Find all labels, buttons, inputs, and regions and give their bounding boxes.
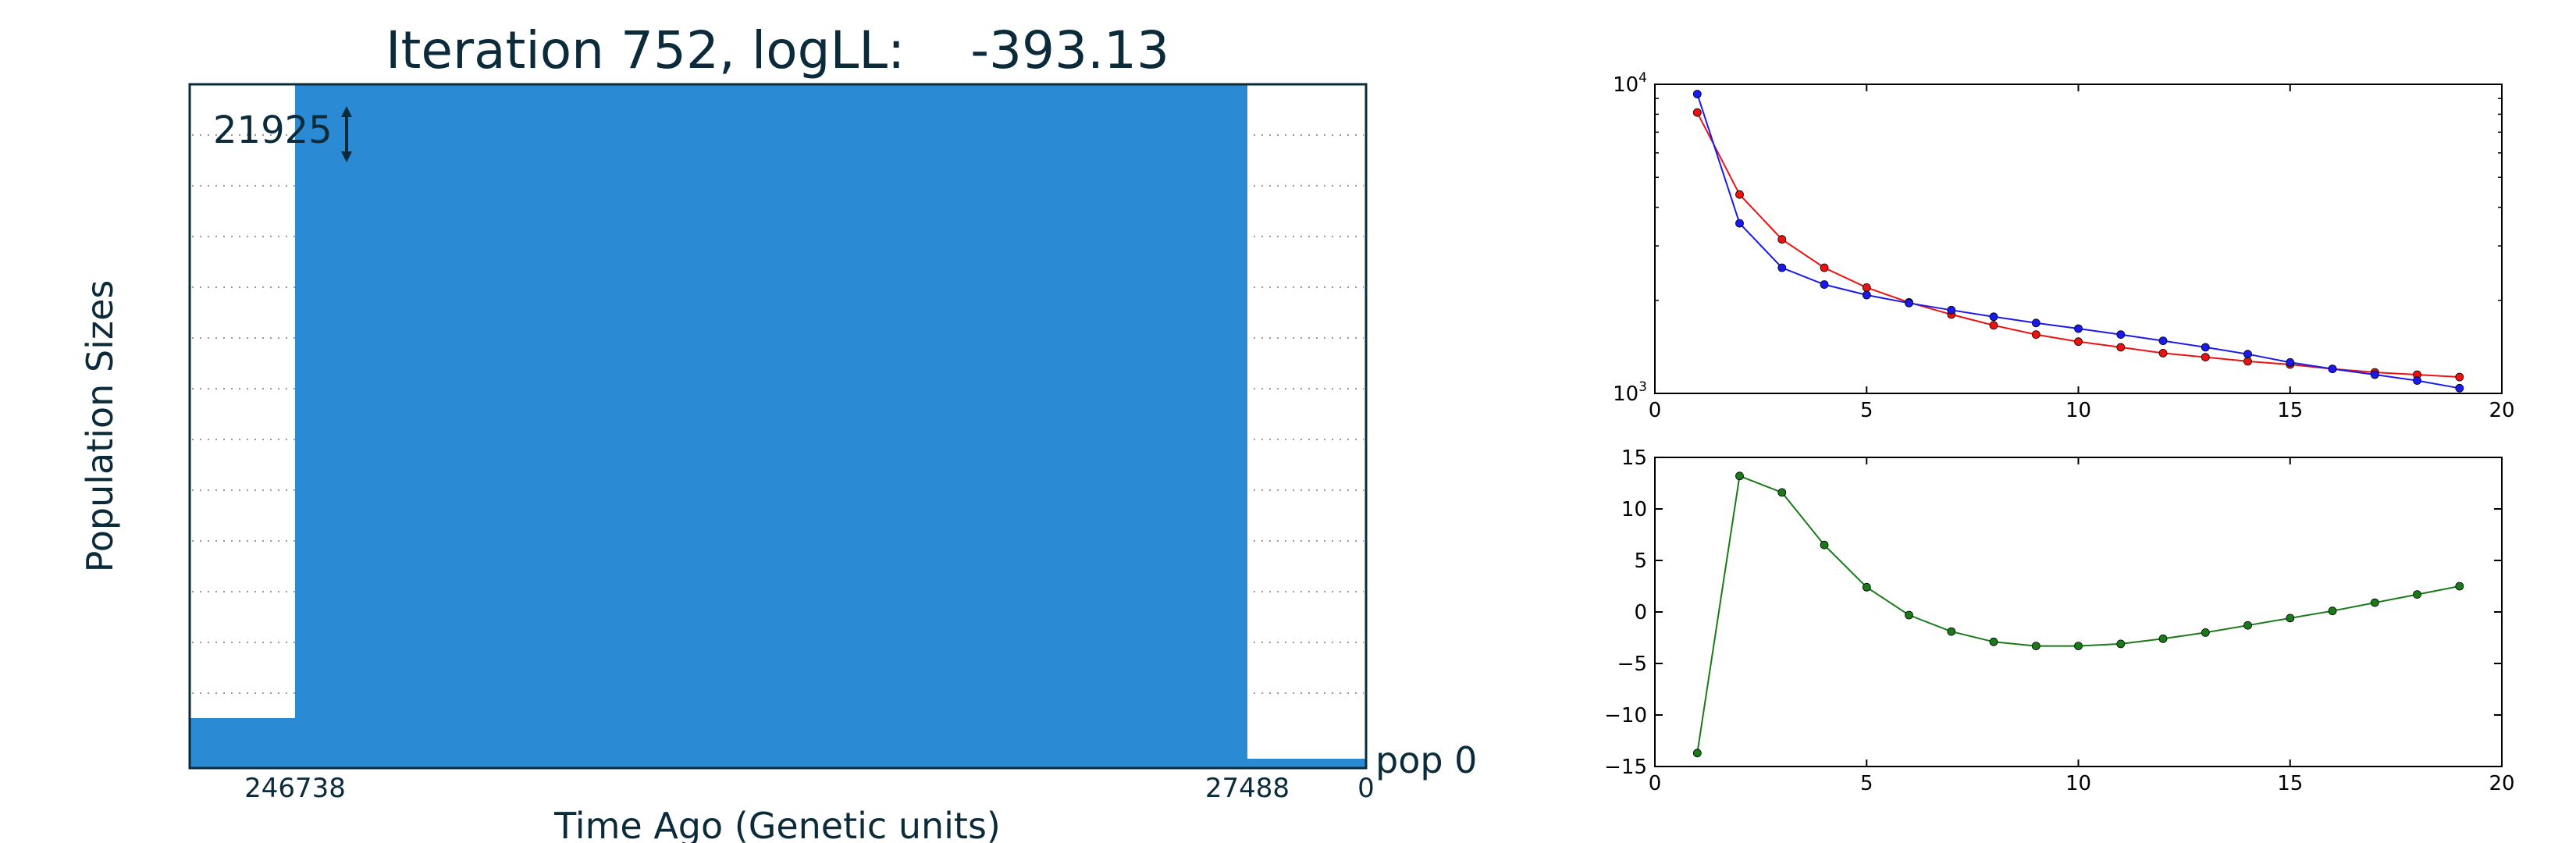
data-point [2031,642,2041,650]
data-point [2031,330,2041,340]
data-point [2370,370,2379,379]
data-point [2370,598,2379,607]
data-point [1862,283,1871,292]
data-point [2201,343,2210,352]
y-tick-label: 103 [1613,379,1647,406]
data-point [2031,318,2041,328]
data-point [2243,350,2252,359]
data-point [2413,590,2421,599]
data-point [1692,749,1702,758]
population-fill-recent [1247,759,1366,768]
x-tick-label: 20 [2489,399,2514,422]
data-point [2286,614,2295,623]
data-point [1989,637,1998,646]
data-point [2201,628,2210,637]
data-point [1692,108,1702,117]
data-point [1820,540,1829,550]
data-point [2455,582,2464,591]
data-point [2074,337,2083,347]
x-tick-label: 15 [2277,399,2303,422]
data-point [2158,336,2168,346]
data-point [2243,357,2252,366]
x-tick-label: 10 [2065,772,2091,795]
series-line [1696,112,2460,378]
data-point [2116,330,2126,340]
y-axis-label: Population Sizes [79,280,121,573]
data-point [2413,376,2421,386]
series-group [1692,90,2464,393]
population-fade-gradient [190,718,295,768]
data-point [1692,90,1702,98]
data-point [1947,627,1956,636]
data-point [1735,471,1744,481]
x-tick-label: 0 [1649,399,1662,422]
x-tick-label: 0 [1649,772,1662,795]
plot-frame [188,83,1368,770]
series-line [1696,475,2460,753]
data-point [1820,280,1829,289]
y-tick-label: −10 [1604,704,1647,727]
y-tick-label: 10 [1621,498,1647,521]
y-tick-label: 5 [1634,550,1647,573]
data-point [2116,639,2126,649]
data-point [1862,582,1871,592]
data-point [2158,348,2168,357]
chart-title: Iteration 752, logLL: -393.13 [386,20,1169,80]
data-point [2201,353,2210,362]
data-point [1905,298,1913,308]
population-fill-bottom [190,718,1247,768]
x-tick-label: 27488 [1205,773,1290,804]
scale-label: 21925 [213,108,333,152]
data-point [2286,357,2295,367]
y-tick-label: 15 [1621,446,1647,470]
data-point [1862,290,1871,300]
x-tick-label: 5 [1860,399,1873,422]
x-tick-label: 20 [2489,772,2514,795]
data-point [2328,365,2337,374]
data-point [1777,263,1787,272]
data-point [2116,343,2126,352]
population-label: pop 0 [1375,739,1477,781]
x-tick-label: 0 [1357,773,1375,804]
x-axis-label: Time Ago (Genetic units) [553,805,1001,843]
population-fill-main [295,84,1247,768]
data-point [2243,621,2252,630]
data-point [1777,235,1787,244]
data-point [1735,219,1744,228]
data-point [1989,312,1998,322]
data-point [2455,383,2464,393]
data-point [1777,488,1787,497]
y-tick-label: 104 [1613,70,1647,97]
top-right-chart: 103 104 0 5 10 15 20 [1613,70,2514,422]
y-tick-label: 0 [1634,601,1647,624]
population-panel: Iteration 752, logLL: -393.13 21925 pop … [79,20,1477,843]
series-group [1692,471,2464,758]
data-point [1947,305,1956,315]
data-point [1820,263,1829,272]
data-point [2328,606,2337,616]
plot-frame [1654,457,2503,767]
y-tick-label: −15 [1604,756,1647,779]
data-point [2074,642,2083,650]
data-point [2158,634,2168,643]
data-point [1905,610,1913,620]
data-point [2074,324,2083,333]
axis-ticks: 103 104 0 5 10 15 20 [1613,70,2514,422]
y-tick-label: −5 [1617,653,1647,676]
x-tick-label: 10 [2065,399,2091,422]
x-tick-label: 15 [2277,772,2303,795]
data-point [1735,190,1744,199]
scale-arrow [341,106,352,162]
x-tick-label: 5 [1860,772,1873,795]
data-point [1989,321,1998,330]
data-point [2455,372,2464,382]
x-tick-label: 246738 [244,773,346,804]
